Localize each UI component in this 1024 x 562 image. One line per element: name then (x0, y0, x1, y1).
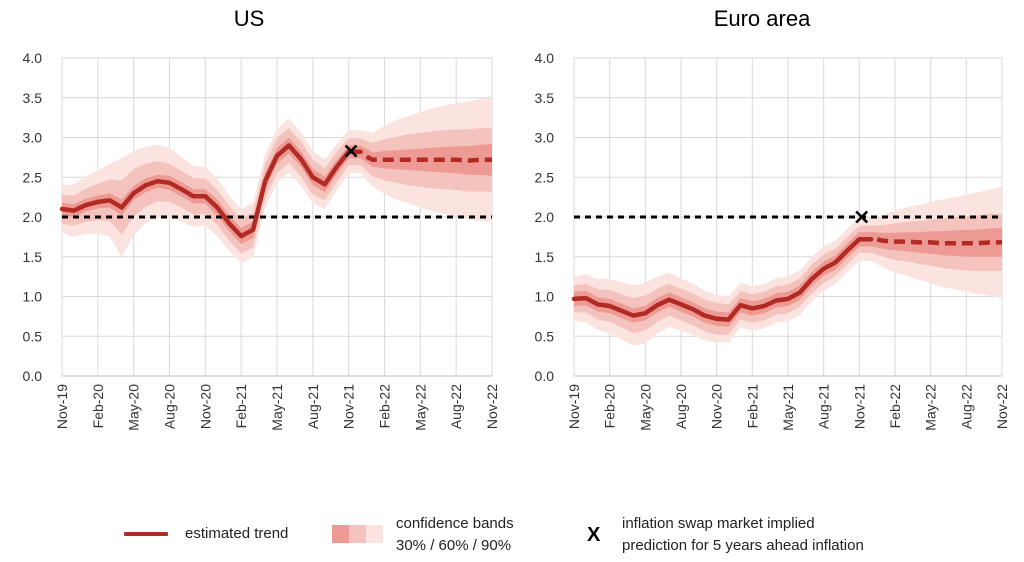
y-tick-label: 3.0 (23, 130, 43, 146)
y-tick-label: 3.5 (535, 90, 555, 106)
legend-bands-label-1: confidence bands (396, 515, 514, 532)
x-tick-label: May-20 (637, 384, 653, 431)
x-tick-label: Aug-20 (673, 384, 689, 429)
chart-title: US (234, 6, 265, 31)
y-tick-label: 2.0 (535, 209, 555, 225)
legend-trend-label: estimated trend (185, 525, 289, 542)
y-tick-label: 3.5 (23, 90, 43, 106)
x-tick-label: Feb-20 (90, 384, 106, 429)
y-tick-label: 3.0 (535, 130, 555, 146)
x-tick-label: Nov-19 (54, 384, 70, 429)
x-tick-label: May-21 (269, 384, 285, 431)
y-tick-label: 1.5 (535, 249, 555, 265)
x-tick-label: May-20 (126, 384, 142, 431)
forecast-trend-line (876, 237, 1002, 246)
forecast-trend-line (365, 154, 492, 163)
band-30 (62, 137, 492, 244)
x-tick-label: May-22 (923, 384, 939, 431)
y-tick-label: 2.5 (23, 169, 43, 185)
legend-marker-x-icon: X (587, 524, 601, 546)
legend: estimated trend confidence bands 30% / 6… (0, 508, 1024, 562)
x-tick-label: Feb-22 (887, 384, 903, 429)
implied-marker-stroke-2 (344, 144, 358, 158)
x-tick-label: Aug-22 (958, 384, 974, 429)
x-tick-label: Nov-21 (851, 384, 867, 429)
y-tick-label: 0.0 (535, 368, 555, 384)
x-tick-label: Aug-22 (448, 384, 464, 429)
y-tick-label: 1.0 (23, 289, 43, 305)
y-tick-label: 0.0 (23, 368, 43, 384)
legend-band30-swatch (332, 525, 349, 543)
x-tick-label: Nov-21 (341, 384, 357, 429)
x-tick-label: Aug-21 (305, 384, 321, 429)
legend-trend-swatch (124, 532, 168, 536)
legend-band90-swatch (366, 525, 383, 543)
estimated-trend-line (59, 143, 363, 239)
x-tick-label: Feb-21 (744, 384, 760, 429)
legend-marker-label-1: inflation swap market implied (622, 515, 815, 532)
us-panel: US 0.0 0.5 1.0 1.5 2.0 2.5 3.0 3.5 4.0 Nov-19 Feb-2… (23, 6, 500, 431)
legend-band60-swatch (349, 525, 366, 543)
euro-area-panel: Euro area 0.0 0.5 1.0 1.5 2.0 2.5 3.0 3.5 4.0 Nov-… (535, 6, 1010, 431)
y-tick-label: 1.5 (23, 249, 43, 265)
x-tick-label: May-22 (412, 384, 428, 431)
x-tick-label: Aug-20 (162, 384, 178, 429)
x-tick-label: May-21 (780, 384, 796, 431)
x-tick-label: Nov-22 (994, 384, 1010, 429)
y-tick-label: 2.0 (23, 209, 43, 225)
x-tick-label: Feb-20 (602, 384, 618, 429)
x-tick-label: Nov-22 (484, 384, 500, 429)
implied-marker-stroke-2 (855, 210, 869, 224)
x-tick-label: Aug-21 (816, 384, 832, 429)
y-tick-label: 4.0 (23, 50, 43, 66)
legend-marker-label-2: prediction for 5 years ahead inflation (622, 537, 864, 554)
y-tick-label: 1.0 (535, 289, 555, 305)
chart-figure: US 0.0 0.5 1.0 1.5 2.0 2.5 3.0 3.5 4.0 Nov-19 Feb-2… (23, 6, 1010, 431)
legend-bands-label-2: 30% / 60% / 90% (396, 537, 512, 554)
y-tick-label: 0.5 (535, 328, 555, 344)
x-tick-label: Feb-21 (233, 384, 249, 429)
x-tick-label: Nov-19 (566, 384, 582, 429)
x-tick-label: Nov-20 (197, 384, 213, 429)
x-tick-label: Feb-22 (377, 384, 393, 429)
y-tick-label: 4.0 (535, 50, 555, 66)
y-tick-label: 2.5 (535, 169, 555, 185)
y-tick-label: 0.5 (23, 328, 43, 344)
estimated-trend-line (571, 237, 874, 322)
chart-title: Euro area (714, 6, 811, 31)
x-tick-label: Nov-20 (709, 384, 725, 429)
